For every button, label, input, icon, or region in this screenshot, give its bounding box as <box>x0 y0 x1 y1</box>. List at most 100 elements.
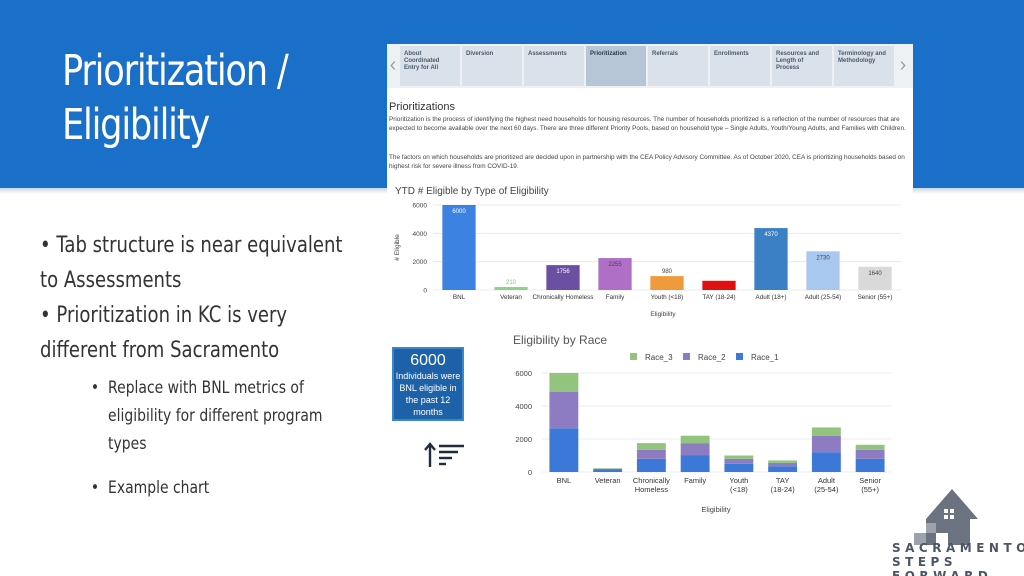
stacked-bar-segment <box>680 455 710 472</box>
x-tick-label: (55+) <box>861 485 879 494</box>
x-tick-label: TAY (18-24) <box>702 294 735 301</box>
x-tick-label: Youth <box>729 476 748 485</box>
legend-swatch <box>683 353 690 360</box>
x-tick-label: Veteran <box>595 476 621 485</box>
x-tick-label: Homeless <box>635 485 669 494</box>
stacked-bar-segment <box>855 444 885 450</box>
bullet-item: • Tab structure is near equivalent <box>40 228 384 263</box>
bar <box>442 205 476 290</box>
tab-assessments[interactable]: Assessments <box>524 46 584 86</box>
stacked-bar-segment <box>636 458 666 472</box>
x-tick-label: BNL <box>453 294 466 301</box>
stacked-bar-segment <box>811 427 841 436</box>
bnl-callout-box: 6000 Individuals were BNL eligible in th… <box>392 347 464 421</box>
stacked-bar-segment <box>768 462 798 467</box>
tab-resources[interactable]: Resources and Length of Process <box>772 46 832 86</box>
bar-value-label: 650 <box>714 274 725 280</box>
bar <box>650 276 684 290</box>
ytd-eligibility-chart: YTD # Eligible by Type of Eligibility 0 20… <box>387 182 913 322</box>
x-tick-label: BNL <box>557 476 572 485</box>
sort-descending-icon <box>424 442 464 467</box>
bar <box>754 228 788 290</box>
stacked-bar-segment <box>768 460 798 463</box>
legend-swatch <box>736 353 743 360</box>
bullet-item: • Prioritization in KC is very <box>40 298 384 333</box>
y-tick-label: 6000 <box>515 369 532 378</box>
dashboard-heading: Prioritizations <box>389 101 456 113</box>
bullet-item: to Assessments <box>40 263 384 298</box>
stacked-bar-segment <box>811 435 841 453</box>
stacked-bar-segment <box>549 428 579 472</box>
bar-value-label: 4370 <box>764 232 778 238</box>
bar-value-label: 980 <box>662 269 673 275</box>
x-tick-label: (<18) <box>730 485 748 494</box>
x-tick-label: Adult (25-54) <box>805 294 841 301</box>
bullet-marker: • <box>90 478 100 498</box>
bullet-item: different from Sacramento <box>40 333 384 368</box>
bullet-marker: • <box>90 378 100 398</box>
chevron-right-icon[interactable]: › <box>899 54 907 76</box>
bar-value-label: 2730 <box>816 255 830 261</box>
x-axis-label: Eligibility <box>701 505 730 514</box>
tab-referrals[interactable]: Referrals <box>648 46 708 86</box>
x-tick-label: Family <box>606 294 625 301</box>
sub-bullet-item: • Replace with BNL metrics of <box>40 374 368 402</box>
bar-value-label: 1640 <box>868 271 882 277</box>
x-tick-label: Senior (55+) <box>858 294 893 301</box>
y-tick-label: 6000 <box>413 203 428 210</box>
logo-text: SACRAMENTO STEPS FORWARD <box>892 541 1024 576</box>
x-tick-label: (18-24) <box>771 485 796 494</box>
stacked-bar-segment <box>549 373 579 392</box>
chevron-left-icon[interactable]: ‹ <box>389 54 397 76</box>
x-tick-label: TAY <box>776 476 789 485</box>
stacked-bar-segment <box>724 458 754 464</box>
y-tick-label: 2000 <box>413 259 428 266</box>
stacked-bar-segment <box>593 468 623 470</box>
bar <box>702 280 736 290</box>
x-tick-label: Family <box>684 476 706 485</box>
stacked-bar-segment <box>680 443 710 456</box>
bar-value-label: 1756 <box>556 269 570 275</box>
stacked-bar-segment <box>855 449 885 459</box>
chart-title: Eligibility by Race <box>513 333 607 347</box>
bar <box>598 258 632 290</box>
stacked-bar-segment <box>855 458 885 472</box>
stacked-bar-segment <box>593 469 623 472</box>
bullet-text: Prioritization in KC is very <box>56 303 288 328</box>
stacked-bar-segment <box>636 443 666 450</box>
stacked-bar-segment <box>724 463 754 472</box>
eligibility-by-race-chart: Eligibility by Race Race_3 Race_2 Race_1 0 20… <box>513 333 892 514</box>
stacked-bar-segment <box>811 452 841 472</box>
bar <box>546 265 580 290</box>
stacked-bar-segment <box>724 455 754 459</box>
bar-value-label: 210 <box>506 280 517 286</box>
x-tick-label: Chronically <box>633 476 670 485</box>
tab-prioritization[interactable]: Prioritization <box>586 46 646 86</box>
callout-number: 6000 <box>410 352 446 369</box>
bar <box>806 251 840 290</box>
bullet-text: to Assessments <box>40 268 182 293</box>
legend-label: Race_2 <box>698 353 726 362</box>
y-tick-label: 0 <box>528 468 532 477</box>
bar <box>494 287 528 290</box>
tab-diversion[interactable]: Diversion <box>462 46 522 86</box>
sub-bullet-item: eligibility for different program <box>40 402 368 430</box>
stacked-bar-segment <box>636 449 666 459</box>
dashboard-paragraph: Prioritization is the process of identif… <box>389 116 906 132</box>
tab-enrollments[interactable]: Enrollments <box>710 46 770 86</box>
chart-title: YTD # Eligible by Type of Eligibility <box>395 186 549 197</box>
x-tick-label: Senior <box>859 476 881 485</box>
house-steps-logo-icon <box>914 489 978 545</box>
slide-title: Prioritization / Eligibility <box>62 46 289 150</box>
tab-about[interactable]: About Coordinated Entry for All <box>400 46 460 86</box>
x-tick-label: Chronically Homeless <box>533 294 594 301</box>
tab-terminology[interactable]: Terminology and Methodology <box>834 46 894 86</box>
y-tick-label: 4000 <box>413 231 428 238</box>
stacked-bar-segment <box>768 466 798 472</box>
x-tick-label: Adult <box>818 476 836 485</box>
legend-swatch <box>630 353 637 360</box>
sub-bullet-text: eligibility for different program <box>108 406 323 426</box>
bar-value-label: 2255 <box>608 262 622 268</box>
stacked-bar-segment <box>549 391 579 429</box>
bar <box>858 266 892 290</box>
